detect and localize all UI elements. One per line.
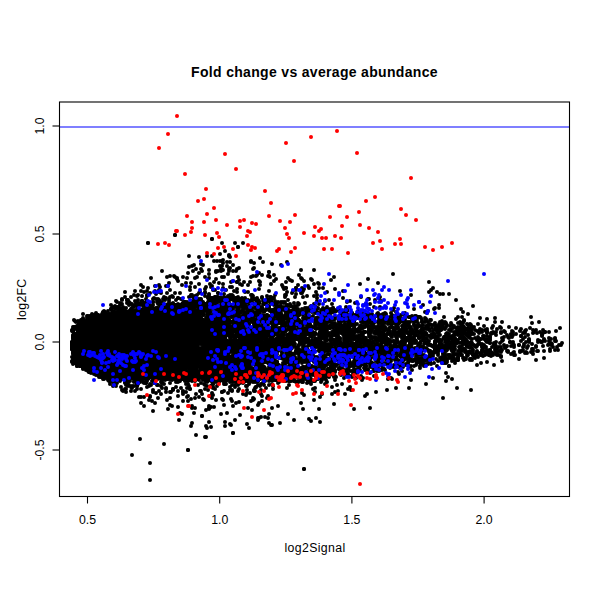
svg-text:1.5: 1.5 [343,513,360,527]
svg-text:log2Signal: log2Signal [285,541,346,555]
svg-text:0.0: 0.0 [33,333,47,350]
svg-text:1.0: 1.0 [211,513,228,527]
svg-text:0.5: 0.5 [33,225,47,242]
svg-text:1.0: 1.0 [33,117,47,134]
svg-text:2.0: 2.0 [476,513,493,527]
svg-text:0.5: 0.5 [79,513,96,527]
svg-text:Fold change vs average abundan: Fold change vs average abundance [191,64,438,80]
svg-text:log2FC: log2FC [15,278,29,319]
svg-text:-0.5: -0.5 [33,439,47,460]
